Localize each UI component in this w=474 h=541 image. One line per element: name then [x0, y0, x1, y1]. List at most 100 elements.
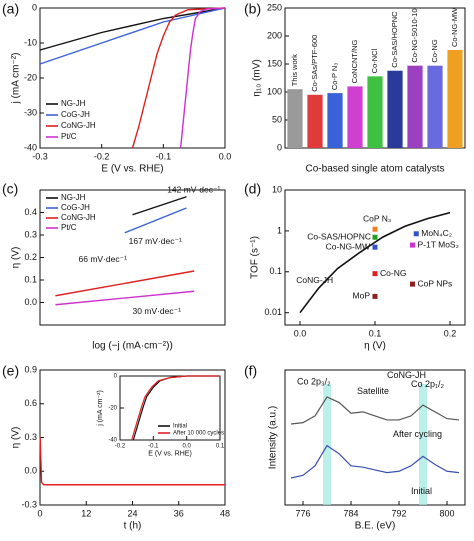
- x-tick-label: -0.3: [32, 151, 48, 161]
- point: [410, 242, 415, 248]
- series-line: [124, 207, 187, 234]
- point-label: Co-SAS/HOPNC: [307, 231, 371, 241]
- peak-label: Co 2p₁/₂: [411, 379, 445, 389]
- panel-label: (d): [244, 181, 261, 197]
- y-tick-label: 0: [32, 2, 37, 12]
- bar-label: Co-SAS/HOPNC: [390, 11, 399, 68]
- plot-frame: [284, 189, 466, 326]
- legend-label: CoNG-JH: [61, 121, 96, 130]
- legend-label: CoNG-JH: [61, 213, 96, 222]
- point-label: CoP N₃: [363, 213, 391, 223]
- y-tick-label: -20: [24, 72, 37, 82]
- bar: [307, 94, 323, 148]
- x-axis-label: t (h): [124, 520, 142, 531]
- point: [372, 271, 378, 277]
- x-tick-label: 0.0: [219, 151, 232, 161]
- y-tick-label: -20: [108, 406, 117, 412]
- y-tick-label: -30: [24, 107, 37, 117]
- peak-label: Satellite: [357, 386, 389, 396]
- y-tick-label: -40: [108, 438, 117, 444]
- peak-label: Co 2p₃/₂: [297, 377, 331, 387]
- point: [372, 293, 378, 299]
- series-line: [290, 444, 460, 479]
- series-line: [55, 290, 195, 306]
- legend-label: CoG-JH: [61, 110, 90, 119]
- x-tick-label: 792: [391, 508, 406, 518]
- highlight-band: [323, 384, 331, 505]
- series-line: [179, 7, 226, 149]
- point-label: Co-NG: [380, 268, 406, 278]
- y-axis-label: Intensity (a.u.): [268, 406, 279, 469]
- y-tick-label: 0.6: [24, 398, 37, 408]
- point-label: P-1T MoS₂: [418, 239, 459, 249]
- peak-label: CoNG-JH: [387, 370, 426, 380]
- bar: [327, 93, 343, 148]
- point-label: MoN₄C₂: [421, 228, 452, 238]
- point-label: Co-NG-MW: [326, 241, 370, 251]
- y-tick-label: -0.3: [21, 499, 37, 509]
- bar: [447, 50, 463, 148]
- highlight-band: [419, 384, 427, 505]
- bar-label: This work: [290, 54, 299, 86]
- x-axis-label: E (V vs. RHE): [148, 451, 192, 458]
- series-line: [290, 396, 460, 425]
- bar: [427, 65, 443, 148]
- y-axis-label: TOF (s⁻¹): [250, 236, 261, 279]
- y-tick-label: -10: [24, 37, 37, 47]
- x-axis-label: η (V): [364, 340, 386, 351]
- x-tick-label: -0.1: [156, 151, 172, 161]
- bar-label: Co-P N₃: [330, 63, 339, 91]
- point-label: MoP: [353, 291, 371, 301]
- x-tick-label: 36: [174, 508, 184, 518]
- x-axis-label: E (V vs. RHE): [101, 163, 163, 174]
- x-tick-label: 0.2: [444, 328, 457, 338]
- y-tick-label: 0: [114, 374, 118, 380]
- series-line: [39, 436, 225, 486]
- legend-label: Pt/C: [61, 223, 77, 232]
- plot-frame: [284, 369, 466, 506]
- series-label: Initial: [411, 486, 432, 496]
- bar: [287, 89, 303, 148]
- series-line: [132, 196, 187, 216]
- y-tick-label: 0.2: [24, 252, 37, 262]
- x-tick-label: -0.2: [115, 444, 126, 450]
- y-tick-label: 0.0: [24, 466, 37, 476]
- x-tick-label: 0.1: [369, 328, 382, 338]
- panel-label: (a): [2, 1, 19, 17]
- bar: [347, 86, 363, 148]
- y-tick-label: 0.4: [24, 207, 37, 217]
- x-axis-label: B.E. (eV): [355, 520, 396, 531]
- y-tick-label: 0.3: [24, 432, 37, 442]
- x-axis-label: log (−j (mA·cm⁻²)): [92, 340, 173, 351]
- x-tick-label: 0: [37, 508, 42, 518]
- y-tick-label: 50: [272, 114, 282, 124]
- panel-label: (f): [244, 363, 257, 379]
- bar: [367, 76, 383, 148]
- series-label: After cycling: [393, 429, 442, 439]
- point: [372, 244, 378, 250]
- bar-label: CoNCNT/NG: [350, 39, 359, 83]
- point: [413, 231, 419, 237]
- series-line: [39, 7, 226, 65]
- series-line: [131, 375, 220, 441]
- bar: [407, 65, 423, 148]
- legend-label: After 10 000 cycles: [173, 431, 224, 437]
- x-tick-label: 800: [439, 508, 454, 518]
- legend-label: NG-JH: [61, 193, 86, 202]
- series-line: [39, 7, 226, 51]
- y-tick-label: 100: [267, 86, 282, 96]
- point: [372, 226, 378, 232]
- curve: [299, 211, 451, 314]
- panel-label: (c): [2, 181, 18, 197]
- panel-label: (e): [2, 363, 19, 379]
- x-tick-label: 776: [295, 508, 310, 518]
- y-tick-label: -40: [24, 142, 37, 152]
- series-line: [131, 7, 226, 149]
- y-tick-label: 1: [277, 225, 282, 235]
- y-tick-label: 0.3: [24, 229, 37, 239]
- slope-annotation: 30 mV·dec⁻¹: [133, 306, 182, 316]
- point-label: CoP NPs: [418, 278, 453, 288]
- x-tick-label: 0.1: [216, 444, 225, 450]
- panel-label: (b): [244, 1, 261, 17]
